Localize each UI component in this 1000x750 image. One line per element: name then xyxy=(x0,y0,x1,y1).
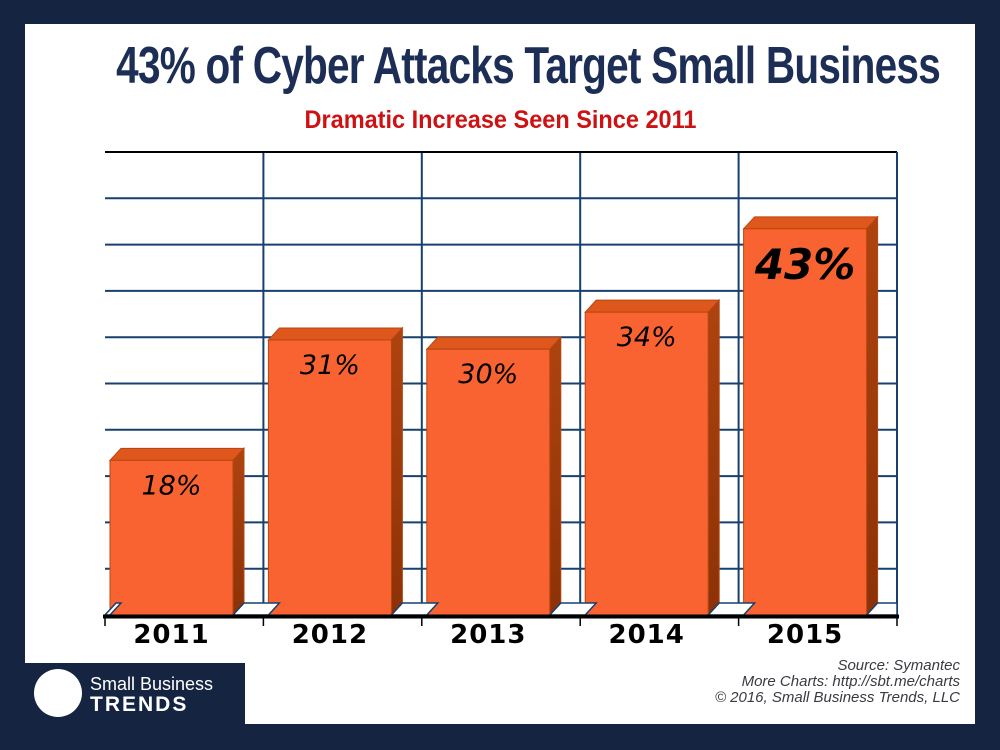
x-axis-label-2013: 2013 xyxy=(450,620,526,650)
chart-title-text: 43% of Cyber Attacks Target Small Busine… xyxy=(116,37,941,95)
bar-value-label-2011: 18% xyxy=(141,470,201,501)
logo-circle-icon xyxy=(34,669,82,717)
bar-side-face xyxy=(232,447,245,617)
chart-title: 43% of Cyber Attacks Target Small Busine… xyxy=(0,36,1000,96)
copyright-line: © 2016, Small Business Trends, LLC xyxy=(714,689,960,706)
chart-subtitle: Dramatic Increase Seen Since 2011 xyxy=(0,106,1000,135)
bar-value-label-2013: 30% xyxy=(458,359,518,390)
bar-side-face xyxy=(390,326,403,617)
bar-side-face xyxy=(866,215,879,617)
bar-top-face xyxy=(584,299,721,313)
bar-front-face xyxy=(267,339,392,616)
x-axis-label-2014: 2014 xyxy=(609,620,685,650)
bar-2013 xyxy=(425,335,562,617)
chart-subtitle-text: Dramatic Increase Seen Since 2011 xyxy=(304,106,696,134)
bar-top-face xyxy=(267,327,404,341)
logo-brand-name: Small Business xyxy=(90,674,214,694)
bar-2014 xyxy=(584,298,721,617)
more-charts-line: More Charts: http://sbt.me/charts xyxy=(741,673,960,690)
bar-value-label-2012: 31% xyxy=(300,350,360,381)
bar-value-label-2015: 43% xyxy=(754,240,856,289)
logo-brand-word: TRENDS xyxy=(90,693,189,716)
bar-top-face xyxy=(425,336,562,350)
bar-front-face xyxy=(426,348,551,616)
bar-side-face xyxy=(549,335,562,617)
x-axis-label-2011: 2011 xyxy=(133,620,209,650)
bar-front-face xyxy=(743,228,868,616)
bar-top-face xyxy=(742,216,879,230)
source-text-block: Source: Symantec More Charts: http://sbt… xyxy=(540,658,960,706)
bar-front-face xyxy=(584,311,709,616)
bar-side-face xyxy=(707,298,720,617)
x-axis-label-2012: 2012 xyxy=(292,620,368,650)
bar-front-face xyxy=(109,459,234,616)
source-line: Source: Symantec xyxy=(837,657,960,674)
bar-2012 xyxy=(267,326,404,617)
bar-2015 xyxy=(742,215,879,617)
bar-value-label-2014: 34% xyxy=(617,322,677,353)
brand-logo: Small Business TRENDS xyxy=(25,663,245,750)
x-axis-label-2015: 2015 xyxy=(767,620,843,650)
bar-2011 xyxy=(108,447,246,617)
bar-top-face xyxy=(108,447,246,461)
